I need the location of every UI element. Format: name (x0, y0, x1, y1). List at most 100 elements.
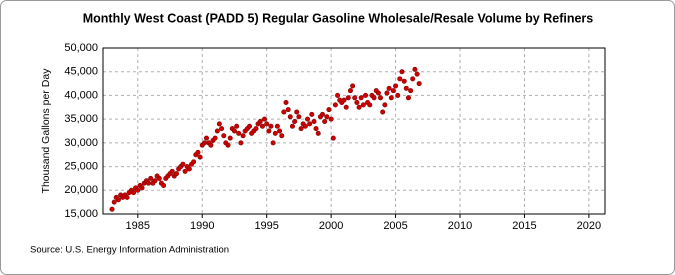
point (363, 92, 369, 98)
point (203, 135, 209, 141)
point (341, 97, 347, 103)
point (307, 121, 313, 127)
point (201, 140, 207, 146)
point (350, 83, 356, 89)
point (315, 130, 321, 136)
point (313, 126, 319, 132)
point (261, 116, 267, 122)
x-tick-label: 1990 (190, 220, 214, 232)
x-tick-label: 2005 (383, 220, 407, 232)
point (393, 83, 399, 89)
point (253, 126, 259, 132)
point (324, 114, 330, 120)
x-tick-label: 2015 (512, 220, 536, 232)
y-tick-label: 25,000 (64, 160, 98, 172)
point (274, 123, 280, 129)
point (322, 119, 328, 125)
point (131, 190, 137, 196)
point (358, 95, 364, 101)
point (156, 175, 162, 181)
point (169, 168, 175, 174)
point (285, 107, 291, 113)
point (225, 142, 231, 148)
point (412, 66, 418, 72)
y-tick-label: 20,000 (64, 184, 98, 196)
point (386, 85, 392, 91)
point (330, 135, 336, 141)
point (416, 81, 422, 87)
point (266, 128, 272, 134)
point (268, 123, 274, 129)
point (270, 140, 276, 146)
point (390, 88, 396, 94)
point (399, 69, 405, 75)
chart-title: Monthly West Coast (PADD 5) Regular Gaso… (83, 11, 594, 25)
point (302, 123, 308, 129)
point (152, 178, 158, 184)
point (197, 154, 203, 160)
point (145, 180, 151, 186)
x-tick-label: 2020 (577, 220, 601, 232)
point (397, 76, 403, 82)
point (375, 90, 381, 96)
point (410, 76, 416, 82)
point (277, 128, 283, 134)
point (195, 149, 201, 155)
point (405, 95, 411, 101)
point (403, 85, 409, 91)
point (272, 130, 278, 136)
point (173, 171, 179, 177)
point (395, 92, 401, 98)
point (264, 121, 270, 127)
point (148, 175, 154, 181)
source: Source: U.S. Energy Information Administ… (30, 245, 229, 256)
point (384, 90, 390, 96)
y-tick-label: 30,000 (64, 137, 98, 149)
point (352, 95, 358, 101)
point (287, 114, 293, 120)
point (238, 140, 244, 146)
y-tick-label: 35,000 (64, 113, 98, 125)
x-tick-label: 1985 (126, 220, 150, 232)
point (231, 128, 237, 134)
y-tick-label: 40,000 (64, 89, 98, 101)
point (294, 109, 300, 115)
y-tick-label: 45,000 (64, 66, 98, 78)
point (221, 133, 227, 139)
point (388, 95, 394, 101)
point (380, 109, 386, 115)
point (135, 187, 141, 193)
point (234, 123, 240, 129)
point (182, 168, 188, 174)
point (360, 102, 366, 108)
point (319, 111, 325, 117)
point (257, 119, 263, 125)
point (292, 119, 298, 125)
plot-area (102, 47, 606, 215)
point (227, 135, 233, 141)
point (247, 123, 253, 129)
point (124, 194, 130, 200)
point (281, 109, 287, 115)
point (305, 116, 311, 122)
point (161, 183, 167, 189)
point (356, 104, 362, 110)
point (311, 119, 317, 125)
point (283, 100, 289, 106)
point (186, 166, 192, 172)
point (332, 102, 338, 108)
point (377, 95, 383, 101)
x-tick-label: 1995 (254, 220, 278, 232)
point (371, 95, 377, 101)
point (191, 159, 197, 165)
point (216, 121, 222, 127)
point (298, 126, 304, 132)
point (109, 206, 115, 212)
x-tick-label: 2000 (319, 220, 343, 232)
point (236, 130, 242, 136)
point (240, 133, 246, 139)
point (328, 116, 334, 122)
point (347, 88, 353, 94)
